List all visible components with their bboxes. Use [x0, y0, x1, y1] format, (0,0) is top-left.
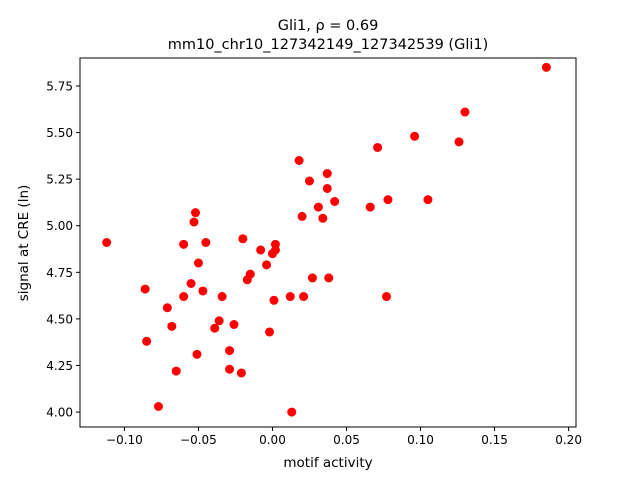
data-point: [541, 62, 551, 72]
y-tick-label: 5.25: [46, 173, 73, 187]
data-point: [201, 238, 211, 247]
y-tick-label: 4.25: [46, 359, 73, 373]
data-point: [186, 279, 196, 288]
y-tick-label: 4.00: [46, 406, 73, 420]
data-point: [454, 137, 464, 147]
y-tick-label: 5.75: [46, 79, 73, 93]
data-point: [225, 364, 235, 374]
data-point: [245, 269, 255, 279]
data-point: [313, 202, 323, 212]
data-point: [410, 131, 420, 141]
data-point: [373, 142, 383, 152]
y-axis-label: signal at CRE (ln): [16, 185, 32, 302]
data-point: [304, 176, 314, 186]
data-point: [189, 217, 199, 227]
data-point: [198, 286, 208, 296]
data-point: [330, 197, 340, 206]
y-tick-label: 5.50: [46, 126, 73, 140]
y-tick-label: 5.00: [46, 219, 73, 233]
data-point: [217, 292, 227, 302]
data-point: [167, 321, 177, 331]
data-point: [365, 202, 375, 212]
data-point: [193, 258, 203, 268]
data-point: [423, 195, 433, 205]
data-point: [236, 368, 246, 378]
data-point: [287, 407, 297, 417]
x-tick-label: 0.20: [555, 433, 582, 447]
data-point: [192, 349, 202, 359]
data-point: [210, 323, 220, 333]
data-point: [265, 327, 275, 337]
data-point: [214, 316, 224, 326]
x-axis: −0.10 −0.05 0.00 0.05 0.10 0.15 0.20: [106, 427, 582, 447]
data-point: [460, 107, 470, 117]
plot-frame: [79, 57, 577, 428]
data-point: [262, 260, 272, 270]
x-axis-label: motif activity: [283, 455, 372, 471]
x-tick-label: −0.05: [180, 433, 217, 447]
x-tick-label: 0.15: [481, 433, 508, 447]
x-tick-label: 0.10: [407, 433, 434, 447]
data-point: [322, 169, 332, 179]
chart-title-line1: Gli1, ρ = 0.69: [278, 18, 379, 34]
chart-title-line2: mm10_chr10_127342149_127342539 (Gli1): [168, 37, 489, 53]
y-tick-label: 4.75: [46, 266, 73, 280]
data-point: [383, 195, 393, 205]
data-point: [299, 292, 309, 302]
data-point: [162, 303, 172, 313]
x-tick-label: −0.10: [106, 433, 143, 447]
data-point: [225, 346, 235, 356]
data-point: [322, 183, 332, 193]
data-point: [140, 284, 150, 294]
data-point: [285, 292, 295, 302]
data-point: [256, 245, 266, 255]
data-point: [307, 273, 317, 283]
plot-area: [79, 57, 577, 428]
x-tick-label: 0.05: [333, 433, 360, 447]
data-point: [297, 211, 307, 221]
data-point: [153, 402, 163, 411]
data-point: [238, 234, 248, 244]
data-point: [318, 213, 328, 223]
data-point: [381, 292, 391, 302]
data-point: [142, 336, 152, 346]
data-points: [102, 62, 551, 417]
data-point: [102, 238, 112, 247]
data-point: [294, 156, 304, 165]
x-tick-label: 0.00: [259, 433, 286, 447]
data-point: [171, 366, 181, 376]
data-point: [324, 273, 334, 283]
y-axis: 4.00 4.25 4.50 4.75 5.00 5.25 5.50 5.75: [46, 79, 80, 420]
data-point: [229, 320, 239, 329]
data-point: [270, 239, 280, 249]
data-point: [179, 239, 189, 249]
data-point: [269, 295, 279, 305]
data-point: [190, 208, 200, 218]
data-point: [179, 292, 189, 302]
y-tick-label: 4.50: [46, 312, 73, 326]
